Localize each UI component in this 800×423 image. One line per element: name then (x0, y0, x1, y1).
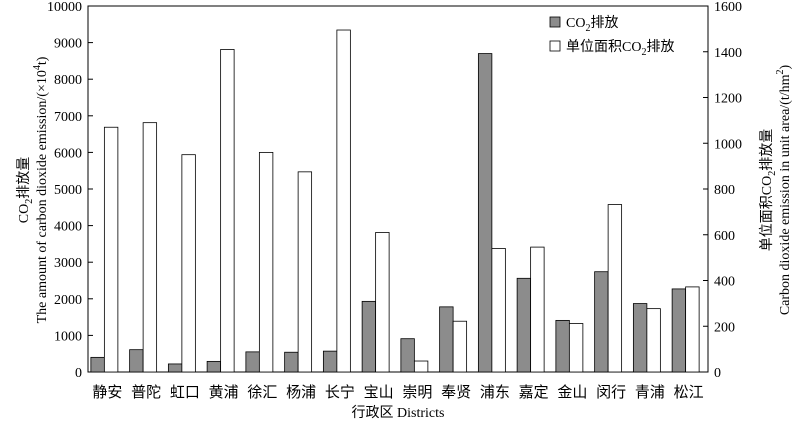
x-tick-label: 松江 (674, 384, 704, 401)
bar-co2-per-unit-area (142, 122, 158, 373)
right-tick-label: 600 (714, 229, 735, 244)
x-tick-label: 嘉定 (519, 384, 549, 401)
legend-label-co2-unit-area: 单位面积CO2排放 (566, 39, 674, 58)
x-tick-label: 静安 (92, 384, 122, 401)
bar-co2-per-unit-area (375, 232, 390, 373)
left-tick-label: 9000 (54, 37, 82, 52)
bar-co2-per-unit-area (220, 49, 235, 373)
x-tick-label: 长宁 (325, 384, 355, 401)
x-tick-label: 黄浦 (209, 384, 239, 401)
plot-layer: 0100020003000400050006000700080009000100… (47, 0, 742, 401)
left-tick-label: 2000 (54, 293, 82, 308)
bar-co2-per-unit-area (258, 151, 274, 373)
legend-swatch-co2-unit-area (549, 40, 561, 52)
bar-co2-per-unit-area (297, 171, 313, 373)
right-tick-label: 1600 (714, 0, 742, 15)
bar-co2-emission (671, 288, 687, 373)
bar-co2-emission (632, 303, 648, 373)
bar-co2-per-unit-area (685, 286, 700, 373)
right-tick-label: 0 (714, 366, 721, 381)
left-axis-title-line1: CO2排放量 (16, 157, 35, 223)
left-tick-label: 1000 (54, 329, 82, 344)
x-axis-title: 行政区 Districts (352, 405, 445, 421)
left-tick-label: 7000 (54, 110, 82, 125)
right-tick-label: 200 (714, 320, 735, 335)
left-tick-label: 6000 (54, 146, 82, 161)
x-tick-label: 普陀 (131, 384, 161, 401)
right-axis-title-line1: 单位面积CO2排放量 (759, 129, 778, 251)
bar-co2-emission (167, 363, 183, 373)
bar-co2-emission (477, 53, 493, 373)
left-tick-label: 3000 (54, 256, 82, 271)
x-tick-label: 虹口 (170, 384, 200, 401)
x-tick-label: 徐汇 (247, 384, 277, 401)
x-tick-label: 浦东 (480, 384, 510, 401)
bar-co2-per-unit-area (413, 360, 429, 373)
x-tick-label: 青浦 (635, 384, 665, 401)
bar-co2-emission (594, 271, 609, 373)
right-tick-label: 1000 (714, 137, 742, 152)
bar-co2-emission (400, 338, 415, 373)
right-tick-label: 1200 (714, 92, 742, 107)
bar-co2-per-unit-area (530, 246, 545, 373)
bar-co2-emission (439, 306, 454, 373)
left-tick-label: 4000 (54, 220, 82, 235)
x-tick-label: 奉贤 (441, 383, 471, 401)
left-axis-title: CO2排放量 The amount of carbon dioxide emis… (16, 56, 50, 323)
right-tick-label: 400 (714, 275, 735, 290)
right-axis-title-line2: Carbon dioxide emission in unit area/(t/… (775, 64, 793, 315)
bar-co2-per-unit-area (103, 126, 119, 373)
x-tick-label: 崇明 (402, 384, 432, 401)
left-tick-label: 5000 (54, 183, 82, 198)
bar-co2-emission (322, 350, 338, 373)
bar-co2-per-unit-area (568, 323, 584, 373)
bar-co2-emission (129, 349, 144, 373)
legend-swatch-co2 (549, 16, 561, 28)
bar-co2-per-unit-area (336, 29, 351, 373)
x-tick-label: 杨浦 (286, 384, 316, 401)
right-tick-label: 1400 (714, 46, 742, 61)
x-tick-label: 金山 (557, 384, 587, 401)
left-tick-label: 0 (75, 366, 82, 381)
bar-co2-per-unit-area (646, 308, 661, 373)
x-tick-label: 闵行 (596, 384, 626, 401)
legend: CO2排放 单位面积CO2排放 (549, 15, 674, 58)
bar-co2-emission (555, 319, 570, 373)
bar-co2-emission (245, 351, 260, 373)
x-tick-label: 宝山 (364, 384, 394, 401)
bar-co2-emission (361, 300, 377, 373)
bar-co2-emission (206, 360, 222, 373)
right-axis-title: 单位面积CO2排放量 Carbon dioxide emission in un… (759, 64, 793, 315)
bar-co2-per-unit-area (491, 248, 506, 373)
bar-co2-per-unit-area (452, 320, 468, 373)
left-axis-title-line2: The amount of carbon dioxide emission/(×… (32, 56, 50, 323)
bar-co2-emission (284, 351, 299, 373)
legend-label-co2: CO2排放 (566, 15, 618, 34)
bar-co2-per-unit-area (181, 154, 196, 373)
bar-co2-per-unit-area (607, 204, 623, 373)
bar-co2-emission (516, 277, 532, 373)
bar-co2-emission (90, 356, 105, 373)
left-tick-label: 10000 (47, 0, 82, 15)
left-tick-label: 8000 (54, 73, 82, 88)
right-tick-label: 800 (714, 183, 735, 198)
